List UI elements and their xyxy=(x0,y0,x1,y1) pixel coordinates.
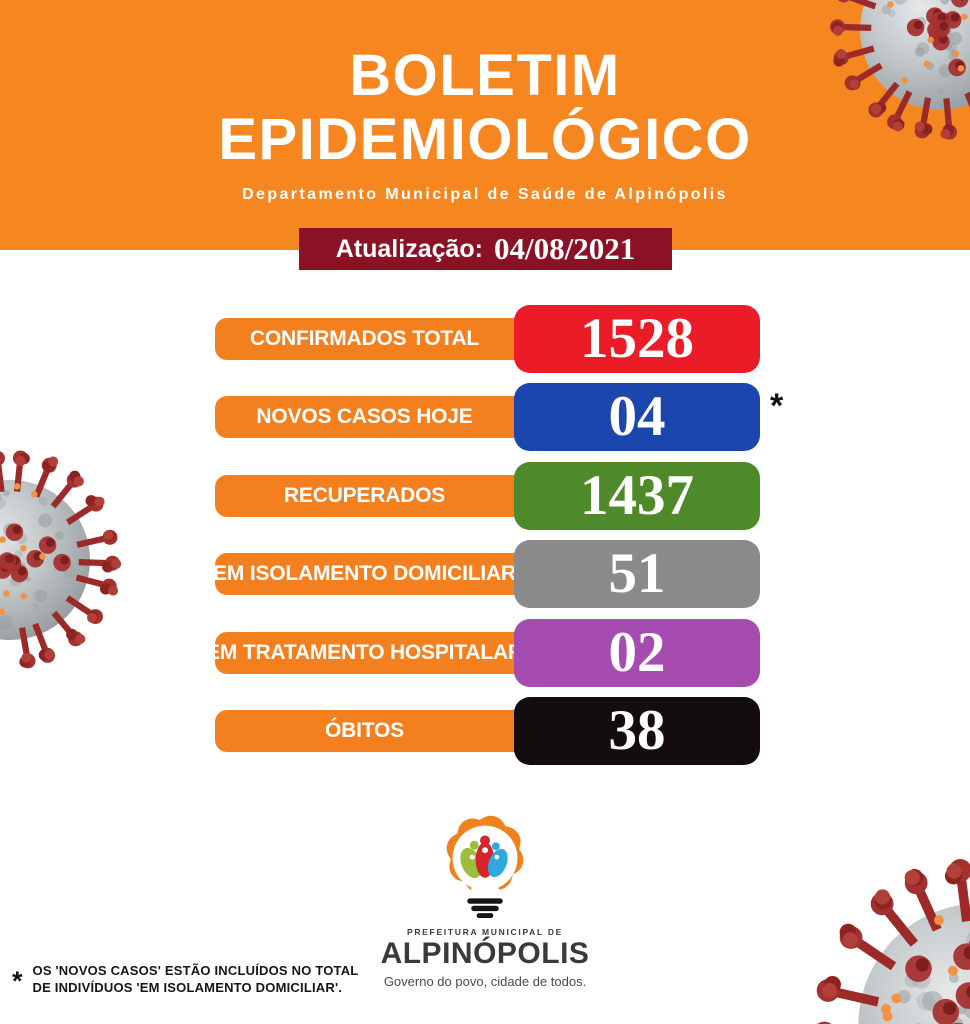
footnote-line-2: DE INDIVÍDUOS 'EM ISOLAMENTO DOMICILIAR'… xyxy=(32,980,343,995)
stat-row-novos-casos: NOVOS CASOS HOJE 04 * xyxy=(0,383,970,451)
stat-row-hospitalar: EM TRATAMENTO HOSPITALAR 02 xyxy=(0,619,970,687)
stat-row-obitos: ÓBITOS 38 xyxy=(0,697,970,765)
stat-row-recuperados: RECUPERADOS 1437 xyxy=(0,462,970,530)
department-subtitle: Departamento Municipal de Saúde de Alpin… xyxy=(242,186,728,203)
stat-value: 51 xyxy=(608,542,666,605)
coronavirus-image-left xyxy=(0,450,122,669)
stat-row-confirmados: CONFIRMADOS TOTAL 1528 xyxy=(0,305,970,373)
footnote: * OS 'NOVOS CASOS' ESTÃO INCLUÍDOS NO TO… xyxy=(12,962,358,996)
logo-org-prefix: PREFEITURA MUNICIPAL DE xyxy=(406,927,564,937)
stat-label-pill: RECUPERADOS xyxy=(215,475,561,517)
stat-value: 1528 xyxy=(580,307,694,370)
stat-row-isolamento: EM ISOLAMENTO DOMICILIAR 51 xyxy=(0,540,970,608)
stat-label: EM TRATAMENTO HOSPITALAR xyxy=(206,641,523,664)
stat-value: 04 xyxy=(608,385,666,448)
stat-label: RECUPERADOS xyxy=(283,484,446,507)
footnote-line-1: OS 'NOVOS CASOS' ESTÃO INCLUÍDOS NO TOTA… xyxy=(32,963,359,978)
title-line-1: BOLETIM xyxy=(349,43,621,108)
stat-value: 02 xyxy=(608,621,666,684)
logo-org-name: ALPINÓPOLIS xyxy=(380,937,590,970)
logo-slogan: Governo do povo, cidade de todos. xyxy=(383,974,587,989)
footnote-asterisk: * xyxy=(12,966,23,996)
update-label: Atualização: xyxy=(335,234,484,263)
city-hall-logo: PREFEITURA MUNICIPAL DE ALPINÓPOLIS Gove… xyxy=(0,803,970,989)
stat-value: 1437 xyxy=(580,464,694,527)
footnote-reference-asterisk: * xyxy=(770,387,784,425)
update-date: 04/08/2021 xyxy=(494,231,636,266)
stat-label-pill: ÓBITOS xyxy=(215,710,561,752)
page-title: BOLETIM EPIDEMIOLÓGICO xyxy=(0,44,970,172)
title-line-2: EPIDEMIOLÓGICO xyxy=(218,107,752,172)
stat-label: NOVOS CASOS HOJE xyxy=(256,405,473,428)
update-banner: Atualização: 04/08/2021 xyxy=(299,228,672,270)
stat-value-box: 38 xyxy=(514,697,760,765)
coronavirus-image-bottom-right xyxy=(816,859,970,1024)
header-band xyxy=(0,0,970,250)
city-hall-logo-mark-icon xyxy=(446,815,524,919)
stat-label-pill: NOVOS CASOS HOJE xyxy=(215,396,561,438)
stat-value-box: 04 xyxy=(514,383,760,451)
stat-label: EM ISOLAMENTO DOMICILIAR xyxy=(213,562,516,585)
stat-label-pill: EM ISOLAMENTO DOMICILIAR xyxy=(213,553,561,595)
coronavirus-image-top-right xyxy=(830,0,970,140)
stat-value: 38 xyxy=(608,699,666,762)
stat-label: ÓBITOS xyxy=(325,719,404,742)
stat-label-pill: EM TRATAMENTO HOSPITALAR xyxy=(206,632,561,674)
stat-label-pill: CONFIRMADOS TOTAL xyxy=(215,318,561,360)
stat-value-box: 1528 xyxy=(514,305,760,373)
stat-value-box: 51 xyxy=(514,540,760,608)
stat-label: CONFIRMADOS TOTAL xyxy=(249,327,480,350)
stat-value-box: 02 xyxy=(514,619,760,687)
stat-value-box: 1437 xyxy=(514,462,760,530)
